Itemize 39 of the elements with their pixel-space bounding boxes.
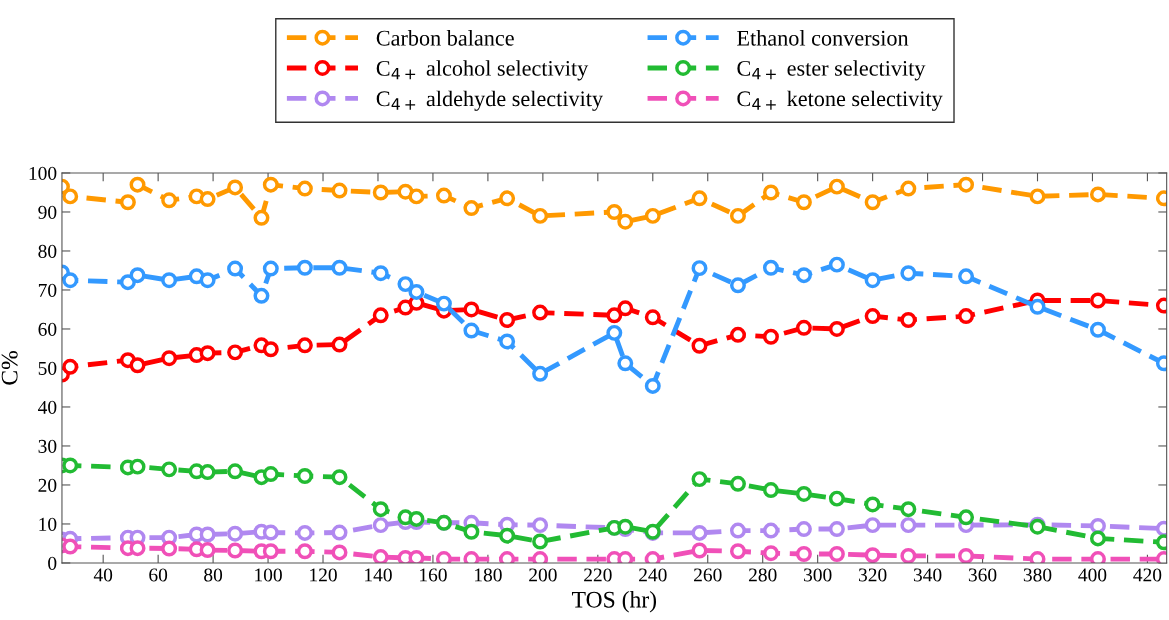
- x-tick-label: 360: [968, 568, 997, 582]
- legend-label: C$_{4+}$ aldehyde selectivity: [376, 90, 603, 111]
- x-tick-label: 200: [529, 568, 557, 582]
- y-tick-label: 0: [48, 556, 57, 570]
- x-tick-label: 260: [694, 568, 722, 582]
- legend-label: C$_{4+}$ ester selectivity: [737, 60, 926, 81]
- y-tick-label: 20: [38, 478, 57, 492]
- y-tick-label: 90: [38, 205, 57, 219]
- x-tick-label: 120: [310, 568, 337, 582]
- x-tick-label: 320: [858, 568, 887, 582]
- x-tick-label: 140: [365, 568, 392, 582]
- y-tick-label: 40: [38, 400, 57, 414]
- x-tick-label: 340: [913, 568, 942, 582]
- x-tick-label: 100: [255, 568, 282, 582]
- y-tick-label: 70: [38, 283, 57, 297]
- y-tick-label: 80: [38, 244, 57, 258]
- x-tick-label: 40: [93, 568, 113, 582]
- x-tick-label: 220: [584, 568, 612, 582]
- legend-label: Carbon balance: [376, 30, 514, 46]
- y-tick-label: 50: [38, 361, 57, 375]
- x-tick-label: 300: [804, 568, 832, 582]
- x-tick-label: 400: [1078, 568, 1107, 582]
- x-tick-label: 180: [475, 568, 502, 582]
- legend-label: C$_{4+}$ alcohol selectivity: [376, 60, 589, 81]
- y-tick-label: 100: [29, 166, 57, 180]
- y-axis-title: C%: [1, 351, 18, 385]
- x-tick-label: 380: [1023, 568, 1052, 582]
- x-axis-title: TOS (hr): [572, 591, 657, 613]
- x-tick-label: 160: [420, 568, 447, 582]
- y-tick-label: 30: [38, 439, 57, 453]
- x-tick-label: 80: [204, 568, 223, 582]
- x-tick-label: 240: [639, 568, 667, 582]
- legend-label: Ethanol conversion: [737, 30, 909, 46]
- x-tick-label: 60: [149, 568, 168, 582]
- legend-label: C$_{4+}$ ketone selectivity: [737, 90, 943, 111]
- y-tick-label: 10: [39, 517, 57, 531]
- x-tick-label: 280: [748, 568, 777, 582]
- y-tick-label: 60: [38, 322, 57, 336]
- x-tick-label: 420: [1133, 568, 1162, 582]
